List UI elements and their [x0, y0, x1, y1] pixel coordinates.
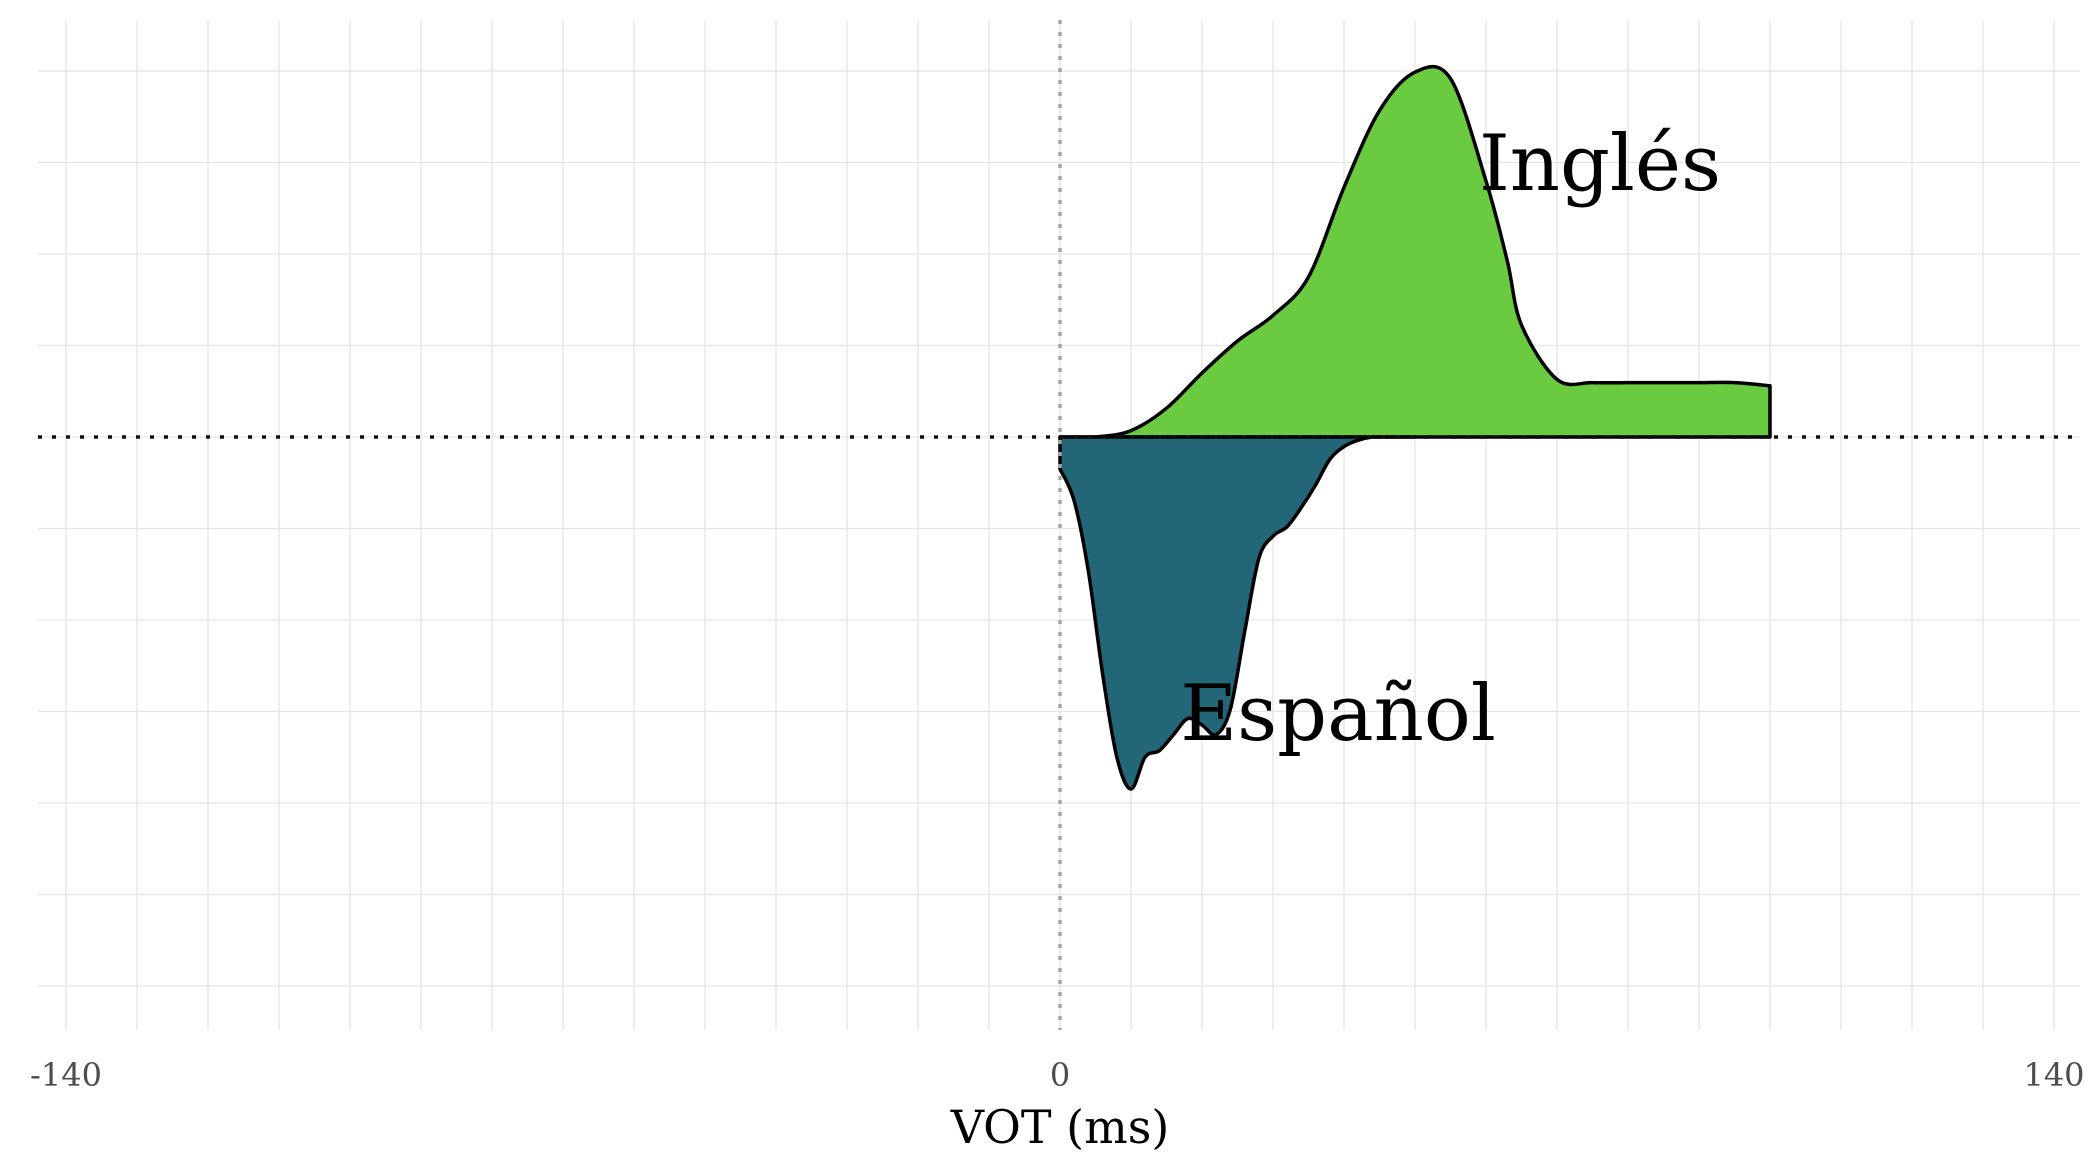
- reference-lines: [38, 20, 2080, 1030]
- grid: [38, 20, 2080, 1030]
- x-tick-label: -140: [30, 1056, 102, 1094]
- density-areas: [1058, 64, 1772, 791]
- x-tick-label: 140: [2023, 1056, 2084, 1094]
- x-axis-title: VOT (ms): [950, 1100, 1170, 1154]
- series-label-spanish: Español: [1180, 669, 1496, 759]
- density-area-english: [1058, 64, 1772, 440]
- x-tick-label: 0: [1050, 1056, 1070, 1094]
- density-area-spanish: [1058, 435, 1417, 791]
- series-label-english: Inglés: [1479, 119, 1721, 209]
- series-labels: Inglés Español: [1180, 119, 1721, 759]
- x-tick-labels: -140 0 140: [30, 1056, 2084, 1094]
